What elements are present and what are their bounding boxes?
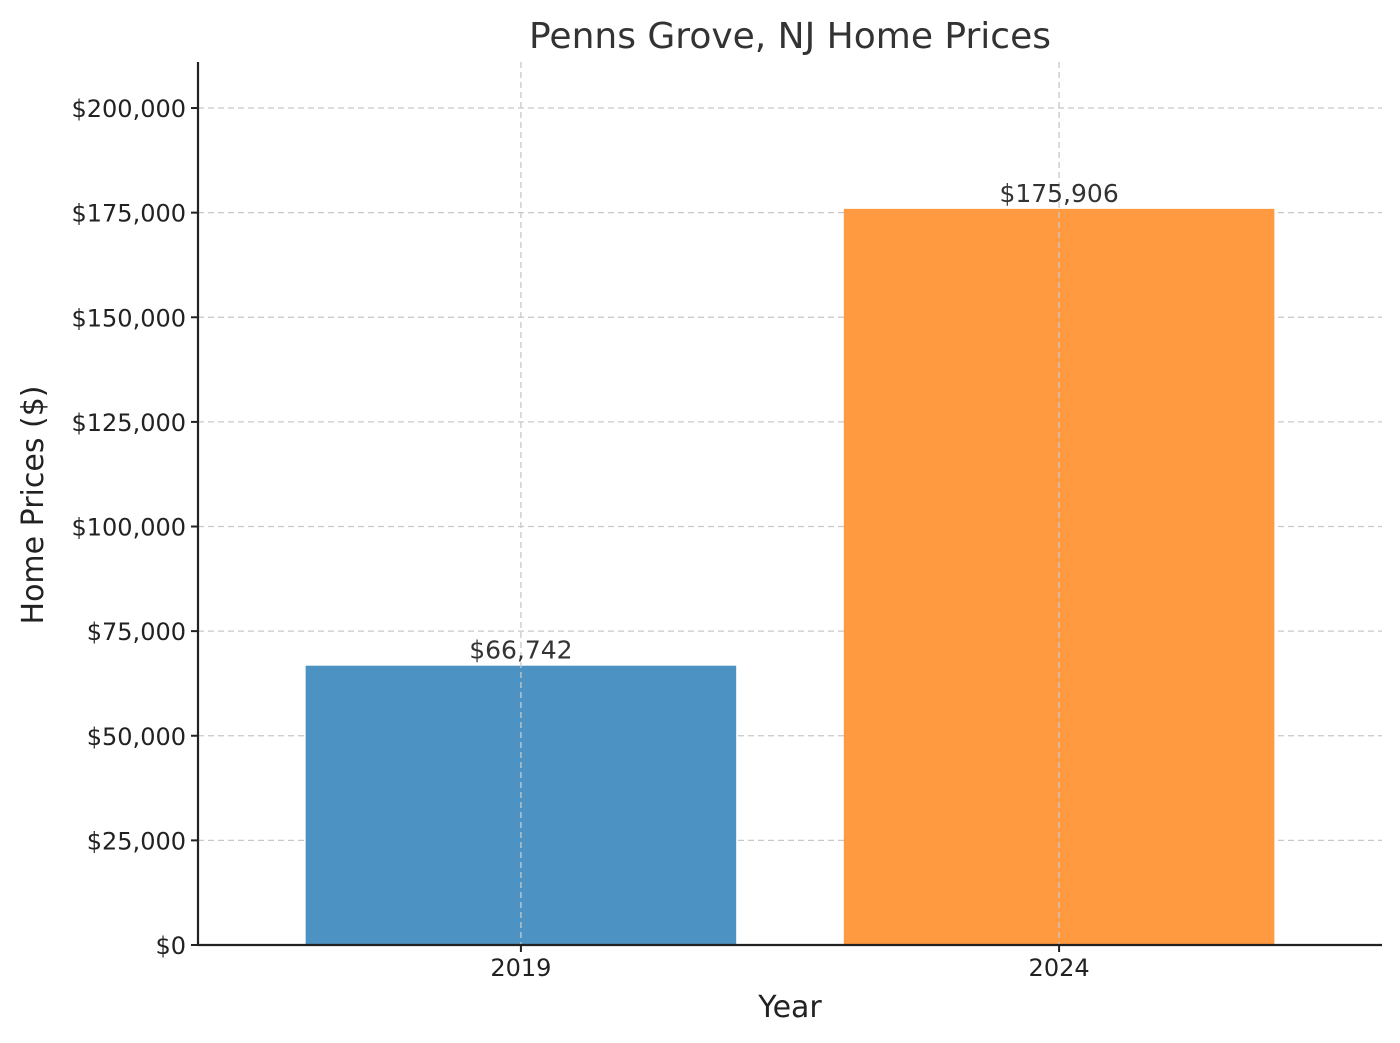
y-tick-label: $125,000 bbox=[71, 409, 186, 437]
x-tick-label: 2024 bbox=[1029, 954, 1090, 982]
y-tick-label: $200,000 bbox=[71, 95, 186, 123]
axes bbox=[191, 62, 1382, 952]
y-tick-label: $0 bbox=[155, 932, 186, 960]
x-tick-label: 2019 bbox=[490, 954, 551, 982]
chart-title: Penns Grove, NJ Home Prices bbox=[529, 16, 1051, 57]
y-tick-label: $100,000 bbox=[71, 514, 186, 542]
y-tick-label: $25,000 bbox=[87, 827, 186, 855]
y-tick-label: $75,000 bbox=[87, 618, 186, 646]
bar-value-label: $66,742 bbox=[469, 636, 572, 665]
y-tick-label: $175,000 bbox=[71, 200, 186, 228]
bars bbox=[305, 208, 1275, 946]
x-grid-overlay bbox=[520, 62, 1060, 945]
y-tick-label: $50,000 bbox=[87, 723, 186, 751]
x-axis-label: Year bbox=[757, 990, 822, 1025]
labels: $0 $25,000 $50,000 $75,000 $100,000 $125,000 $… bbox=[71, 95, 1118, 982]
bar-value-label: $175,906 bbox=[999, 179, 1118, 208]
y-axis-label: Home Prices ($) bbox=[16, 386, 51, 625]
y-tick-label: $150,000 bbox=[71, 304, 186, 332]
